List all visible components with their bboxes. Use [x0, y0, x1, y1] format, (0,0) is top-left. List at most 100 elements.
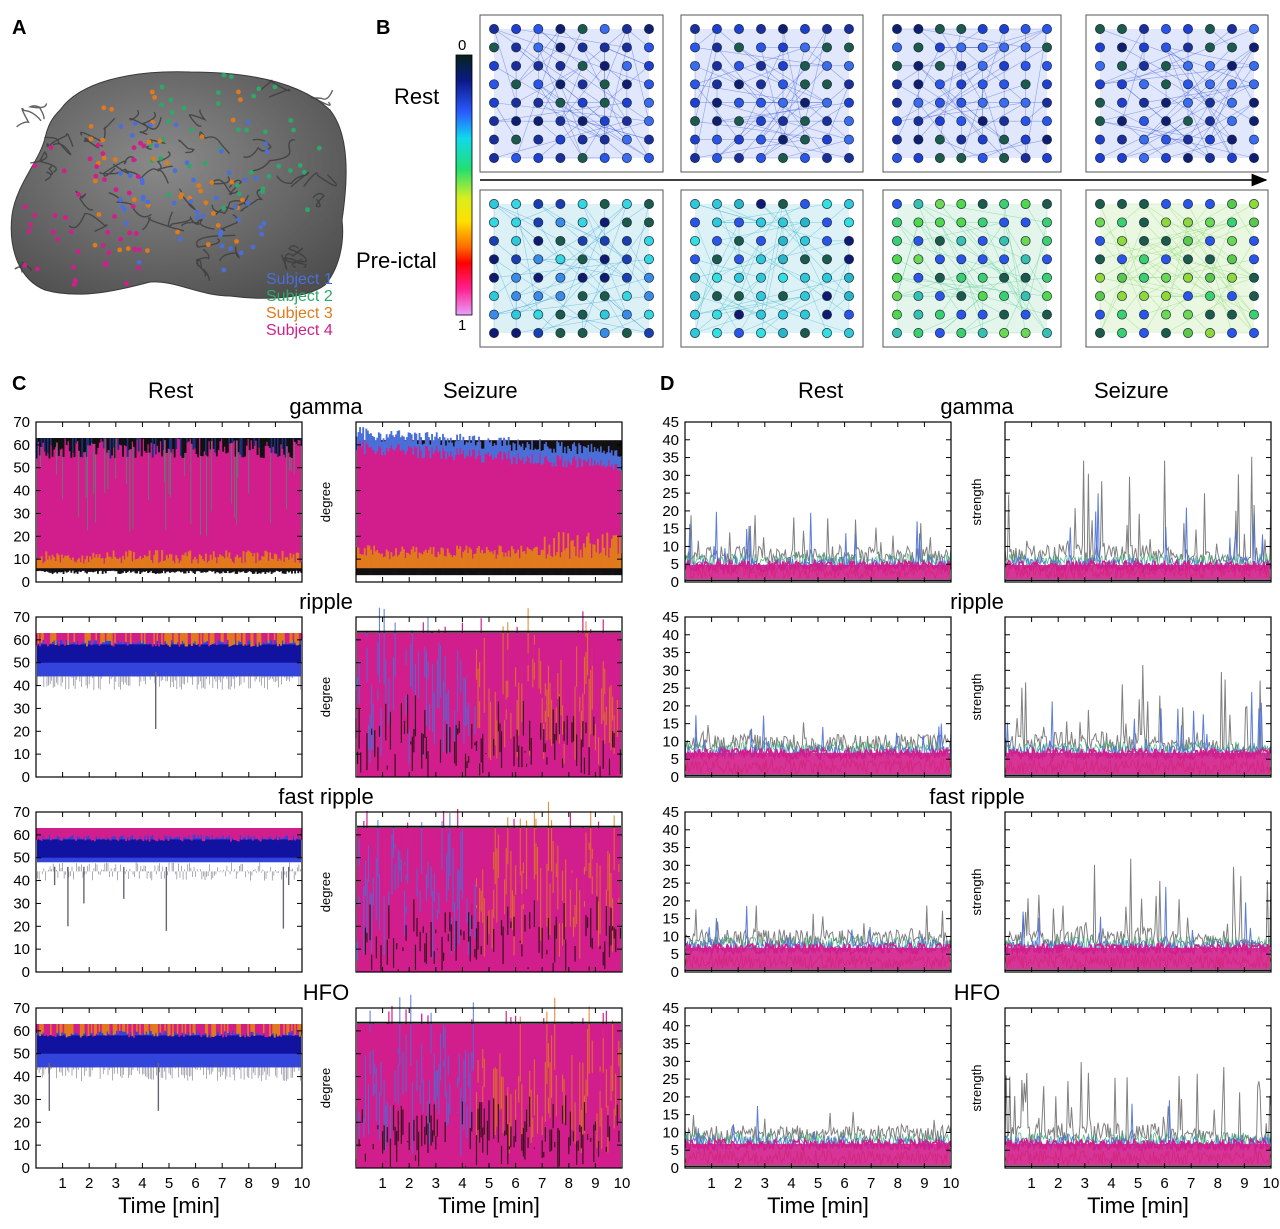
- degree-trace: [462, 568, 465, 576]
- degree-trace: [214, 1024, 217, 1036]
- degree-trace: [607, 568, 610, 576]
- degree-trace: [43, 438, 46, 452]
- sulcus-line: [276, 171, 310, 188]
- network-node: [1205, 116, 1215, 127]
- degree-trace: [64, 828, 67, 838]
- network-edge: [716, 240, 784, 278]
- degree-trace: [61, 633, 63, 640]
- network-node: [489, 235, 499, 246]
- degree-trace: [89, 438, 92, 446]
- degree-trace: [453, 555, 455, 569]
- y-tick-label: 10: [13, 551, 30, 568]
- degree-trace: [571, 444, 574, 458]
- degree-trace: [478, 436, 480, 451]
- degree-trace: [242, 828, 245, 838]
- degree-trace: [79, 438, 82, 457]
- degree-trace: [507, 437, 510, 451]
- degree-trace: [395, 434, 397, 449]
- network-edge: [918, 65, 1005, 159]
- degree-trace: [484, 553, 487, 569]
- degree-trace: [620, 553, 623, 569]
- panel-c-col-rest: Rest: [148, 378, 193, 403]
- network-node: [999, 116, 1010, 127]
- electrode-dot: [248, 170, 254, 175]
- y-tick-label: 0: [22, 574, 30, 591]
- degree-trace: [172, 1024, 174, 1037]
- degree-trace: [575, 556, 577, 569]
- degree-trace: [214, 557, 217, 569]
- degree-trace: [226, 828, 229, 838]
- degree-trace: [540, 568, 543, 576]
- degree-trace: [251, 1024, 254, 1033]
- degree-trace: [240, 1024, 243, 1037]
- network-node: [956, 328, 967, 338]
- network-node: [690, 42, 700, 53]
- degree-trace: [280, 560, 282, 569]
- network-edge: [918, 65, 983, 140]
- degree-trace: [179, 828, 182, 841]
- degree-trace: [586, 536, 588, 569]
- network-edge: [1099, 277, 1189, 297]
- degree-trace: [162, 828, 165, 841]
- electrode-dot: [236, 89, 241, 95]
- degree-trace: [399, 551, 402, 569]
- network-edge: [1209, 84, 1233, 140]
- degree-trace: [384, 441, 387, 455]
- degree-trace: [212, 1024, 215, 1037]
- electrode-dot: [93, 178, 98, 184]
- degree-trace: [226, 557, 229, 569]
- network-node: [1227, 272, 1237, 283]
- y-tick-label: 40: [13, 1069, 30, 1086]
- degree-trace: [226, 568, 229, 572]
- degree-trace: [531, 568, 534, 576]
- degree-trace: [615, 568, 618, 576]
- network-node: [577, 134, 588, 145]
- network-node: [599, 309, 610, 320]
- degree-trace: [220, 438, 223, 440]
- degree-trace: [570, 451, 573, 465]
- network-node: [800, 291, 810, 302]
- degree-trace: [385, 434, 388, 448]
- network-node: [1227, 291, 1237, 302]
- degree-trace: [131, 561, 134, 569]
- degree-trace: [432, 547, 435, 569]
- degree-trace: [237, 828, 240, 842]
- degree-trace: [220, 1024, 223, 1034]
- degree-trace: [473, 435, 476, 450]
- network-node: [800, 116, 810, 127]
- network-edge: [982, 240, 1026, 260]
- electrode-dot: [164, 160, 170, 166]
- network-node: [555, 42, 566, 53]
- degree-trace: [281, 633, 284, 641]
- degree-trace: [48, 555, 51, 569]
- panel-c-label: C: [12, 373, 26, 395]
- degree-fill: [37, 1035, 301, 1054]
- degree-trace: [451, 440, 454, 443]
- network-node: [1161, 291, 1171, 302]
- network-node: [844, 153, 854, 163]
- strength-series-subject-4: [684, 746, 952, 762]
- degree-trace: [298, 828, 301, 840]
- degree-trace: [609, 568, 612, 576]
- degree-trace: [222, 438, 225, 452]
- degree-trace: [548, 440, 551, 449]
- degree-trace: [578, 568, 581, 576]
- degree-trace: [51, 828, 54, 839]
- degree-trace: [476, 442, 479, 456]
- degree-trace: [255, 568, 257, 572]
- degree-trace: [280, 828, 282, 840]
- network-grids: [479, 14, 1269, 348]
- degree-trace: [142, 633, 145, 641]
- degree-trace: [373, 568, 376, 576]
- network-node: [1249, 328, 1259, 338]
- x-tick-label: 5: [165, 1175, 173, 1192]
- network-node: [734, 60, 744, 71]
- electrode-dot: [199, 134, 205, 140]
- degree-trace: [236, 1024, 239, 1034]
- strength-series-subject-4: [1004, 558, 1272, 574]
- degree-trace: [381, 440, 383, 442]
- degree-trace: [114, 556, 117, 569]
- network-node: [977, 79, 988, 90]
- degree-trace: [118, 557, 121, 569]
- network-node: [800, 42, 810, 53]
